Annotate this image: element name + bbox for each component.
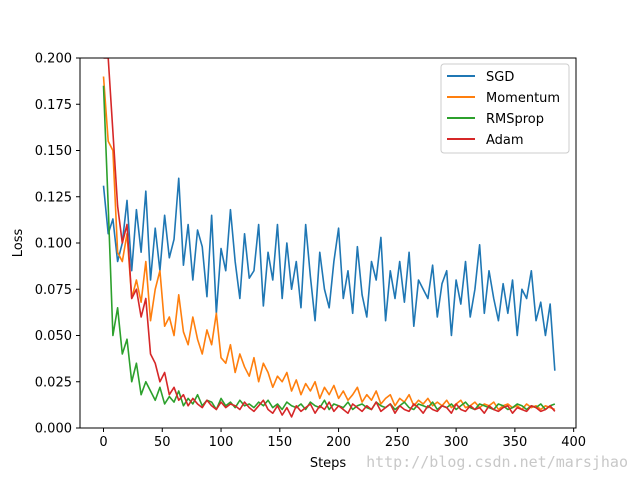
y-axis-label: Loss (11, 229, 26, 258)
x-tick-label: 350 (502, 435, 527, 450)
x-tick-label: 0 (99, 435, 107, 450)
y-tick-label: 0.150 (35, 144, 72, 159)
x-tick-label: 150 (267, 435, 292, 450)
y-tick-label: 0.200 (35, 52, 72, 67)
x-tick-label: 250 (385, 435, 410, 450)
legend-label-rmsprop: RMSprop (486, 112, 544, 127)
legend-items: SGD Momentum RMSprop Adam (447, 70, 560, 148)
y-tick-label: 0.000 (35, 422, 72, 437)
series-layer (102, 58, 556, 418)
legend-box (440, 63, 570, 154)
x-tick-label: 300 (444, 435, 469, 450)
watermark: http://blog.csdn.net/marsjhao (366, 453, 628, 471)
y-tick-label: 0.125 (35, 190, 72, 205)
legend-label-sgd: SGD (486, 70, 514, 85)
series-line-sgd (102, 177, 556, 371)
series-line-adam (103, 58, 556, 418)
legend-label-momentum: Momentum (486, 91, 560, 106)
y-tick-label: 0.025 (35, 375, 72, 390)
y-tick-label: 0.100 (35, 237, 72, 252)
legend: SGD Momentum RMSprop Adam (440, 63, 570, 154)
x-tick-label: 400 (561, 435, 586, 450)
y-tick-label: 0.050 (35, 329, 72, 344)
y-tick-label: 0.175 (35, 98, 72, 113)
y-tick-label: 0.075 (35, 283, 72, 298)
x-axis-label: Steps (310, 456, 347, 471)
series-line-rmsprop (102, 85, 556, 411)
x-tick-label: 50 (154, 435, 171, 450)
x-tick-label: 200 (326, 435, 351, 450)
x-axis: 0 50 100 150 200 250 300 350 400 (99, 428, 586, 450)
legend-label-adam: Adam (486, 133, 524, 148)
y-axis: 0.000 0.025 0.050 0.075 0.100 0.125 0.150 0.175… (35, 52, 80, 437)
x-tick-label: 100 (209, 435, 234, 450)
